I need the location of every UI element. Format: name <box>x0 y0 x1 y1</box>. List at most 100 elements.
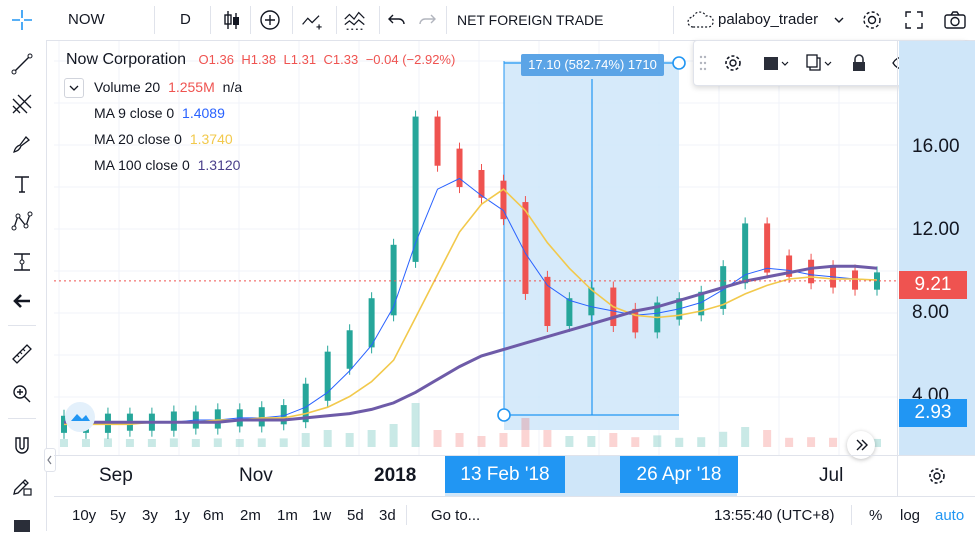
range-1w[interactable]: 1w <box>312 507 332 524</box>
hide-drawings-icon[interactable] <box>8 510 36 538</box>
candle-body <box>346 330 353 369</box>
price-chart[interactable]: Now Corporation O1.36 H1.38 L1.31 C1.33 … <box>54 41 897 459</box>
trend-line-icon[interactable] <box>8 50 36 78</box>
price-axis[interactable]: 16.00 12.00 8.00 4.00 9.21 2.93 <box>897 41 975 455</box>
measure-handle <box>672 56 686 70</box>
log-toggle[interactable]: log <box>900 507 921 524</box>
ma20-legend: MA 20 close 0 1.3740 <box>94 131 233 147</box>
fib-icon[interactable] <box>8 90 36 118</box>
clone-icon[interactable] <box>803 50 835 76</box>
clock[interactable]: 13:55:40 (UTC+8) <box>714 507 835 524</box>
zoom-icon[interactable] <box>8 380 36 408</box>
ma100-label[interactable]: MA 100 close 0 <box>94 157 190 173</box>
auto-toggle[interactable]: auto <box>935 507 965 524</box>
range-6m[interactable]: 6m <box>203 507 224 524</box>
ma20-label[interactable]: MA 20 close 0 <box>94 131 182 147</box>
template-icon[interactable] <box>760 50 792 76</box>
range-1y[interactable]: 1y <box>174 507 190 524</box>
scroll-right-button[interactable] <box>847 431 875 459</box>
candle-body <box>786 255 793 277</box>
candle-body <box>852 270 859 290</box>
brush-icon[interactable] <box>8 130 36 158</box>
measure-label: 17.10 (582.74%) 1710 <box>521 54 664 76</box>
range-2m[interactable]: 2m <box>240 507 261 524</box>
axis-gear-icon[interactable] <box>926 465 948 487</box>
volume-bar <box>653 435 662 447</box>
text-icon[interactable] <box>8 170 36 198</box>
percent-toggle[interactable]: % <box>869 507 883 524</box>
range-1m[interactable]: 1m <box>277 507 298 524</box>
volume-bar <box>455 433 464 447</box>
add-indicator-icon[interactable] <box>257 7 283 33</box>
volume-bar <box>147 439 156 447</box>
range-10y[interactable]: 10y <box>72 507 97 524</box>
candle-body <box>544 276 551 327</box>
company-name[interactable]: Now Corporation <box>66 51 187 68</box>
candle-body <box>588 287 595 316</box>
candle-body <box>764 223 771 273</box>
goto-button[interactable]: Go to... <box>431 507 481 524</box>
crosshair-icon[interactable] <box>9 7 35 33</box>
price-tick: 16.00 <box>912 136 960 157</box>
indicators-icon[interactable] <box>342 7 368 33</box>
range-5d[interactable]: 5d <box>347 507 364 524</box>
volume-bar <box>873 438 881 447</box>
range-3y[interactable]: 3y <box>142 507 158 524</box>
drawing-settings-icon[interactable] <box>720 50 746 76</box>
symbol-name[interactable]: NOW <box>68 11 105 28</box>
time-axis[interactable]: Sep Nov 2018 Jul 13 Feb '18 26 Apr '18 <box>54 455 897 496</box>
drag-handle-icon[interactable] <box>696 50 710 76</box>
lock-icon[interactable] <box>846 50 872 76</box>
range-3d[interactable]: 3d <box>379 507 396 524</box>
candles-icon[interactable] <box>219 7 245 33</box>
volume-bar <box>785 437 794 447</box>
price-range-highlight <box>899 41 975 455</box>
time-tick: Nov <box>239 465 273 486</box>
chevron-down-icon[interactable] <box>830 7 848 33</box>
range-end-badge: 26 Apr '18 <box>620 456 738 493</box>
close-value: C1.33 <box>323 52 359 67</box>
camera-icon[interactable] <box>942 7 968 33</box>
top-toolbar: NOW D NET FOREIGN TRADE palaboy_trader <box>0 0 975 41</box>
tradingview-logo-icon[interactable] <box>65 402 95 432</box>
pattern-icon[interactable] <box>8 208 36 236</box>
volume-bar <box>169 438 178 447</box>
fullscreen-icon[interactable] <box>901 7 927 33</box>
ma9-label[interactable]: MA 9 close 0 <box>94 105 175 121</box>
candle-body <box>412 116 419 262</box>
ma20-line <box>64 188 878 426</box>
volume-bar <box>763 430 772 447</box>
undo-icon[interactable] <box>384 7 410 33</box>
legend-toggle-button[interactable] <box>64 78 84 98</box>
ma9-value: 1.4089 <box>182 105 225 121</box>
candle-body <box>456 148 463 188</box>
collapse-toolbar-button[interactable] <box>44 448 56 472</box>
change-value: −0.04 (−2.92%) <box>365 52 456 67</box>
lock-drawing-icon[interactable] <box>8 472 36 500</box>
username[interactable]: palaboy_trader <box>718 11 819 28</box>
cloud-icon[interactable] <box>684 7 718 33</box>
low-value: L1.31 <box>283 52 317 67</box>
candle-body <box>434 116 441 166</box>
interval-button[interactable]: D <box>180 11 191 28</box>
settings-gear-icon[interactable] <box>859 7 885 33</box>
ma9-line <box>64 177 878 425</box>
indicator-label[interactable]: NET FOREIGN TRADE <box>457 12 604 28</box>
redo-icon[interactable] <box>414 7 440 33</box>
ruler-icon[interactable] <box>8 340 36 368</box>
compare-icon[interactable] <box>300 7 326 33</box>
candle-body <box>632 308 639 333</box>
volume-bar <box>719 431 728 447</box>
measure-range-icon[interactable] <box>8 248 36 276</box>
ma100-value: 1.3120 <box>197 157 241 173</box>
volume-label[interactable]: Volume 20 <box>94 79 161 95</box>
range-5y[interactable]: 5y <box>110 507 126 524</box>
candle-body <box>742 223 749 284</box>
volume-bar <box>587 436 596 447</box>
magnet-icon[interactable] <box>8 432 36 460</box>
volume-bar <box>81 439 90 447</box>
arrow-left-icon[interactable] <box>8 287 36 315</box>
volume-bar <box>191 439 200 447</box>
volume-bar <box>675 437 684 447</box>
range-start-badge: 13 Feb '18 <box>445 456 565 493</box>
